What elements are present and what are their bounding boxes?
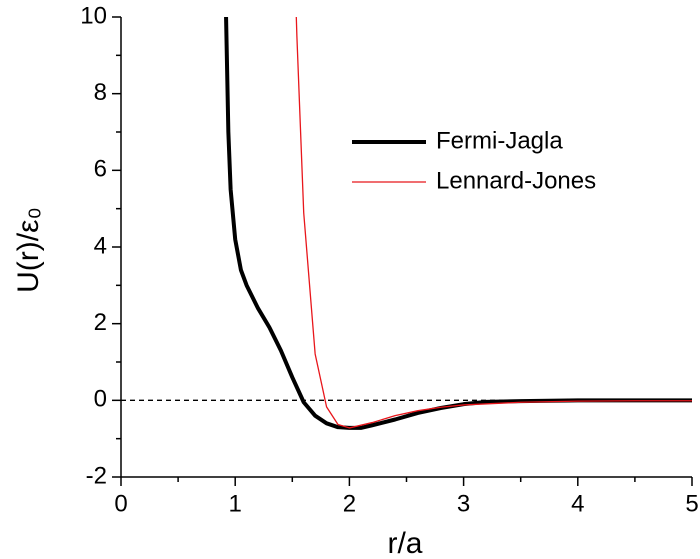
plot-area (224, 17, 692, 430)
legend-label: Fermi-Jagla (436, 127, 563, 154)
y-tick-label: 2 (94, 309, 107, 336)
y-tick-label: 4 (94, 232, 107, 259)
series-line (224, 17, 692, 430)
x-tick-label: 3 (457, 490, 470, 517)
y-axis-label: U(r)/ε₀ (12, 207, 45, 293)
x-tick-label: 2 (343, 490, 356, 517)
x-axis-label: r/a (387, 527, 422, 559)
x-tick-label: 4 (571, 490, 584, 517)
y-tick-label: 10 (80, 2, 107, 29)
x-tick-label: 5 (685, 490, 698, 517)
y-tick-label: 8 (94, 79, 107, 106)
x-tick-label: 1 (229, 490, 242, 517)
legend-label: Lennard-Jones (436, 167, 596, 194)
legend: Fermi-Jagla Lennard-Jones (352, 127, 596, 194)
series-line (295, 17, 692, 429)
x-tick-label: 0 (114, 490, 127, 517)
y-tick-label: 0 (94, 386, 107, 413)
y-tick-label: 6 (94, 156, 107, 183)
y-tick-label: -2 (86, 462, 107, 489)
